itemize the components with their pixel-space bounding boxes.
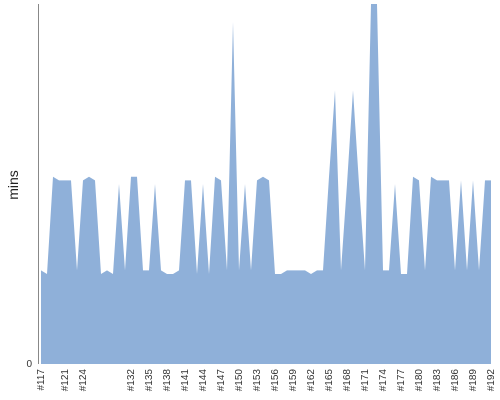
x-tick-label: #135 [144, 369, 155, 392]
x-tick-label: #153 [252, 369, 263, 392]
x-tick-label: #117 [36, 369, 47, 391]
y-tick-label: 0 [26, 359, 32, 370]
x-tick-label: #174 [378, 369, 389, 392]
x-tick-label: #138 [162, 369, 173, 392]
x-tick-label: #180 [414, 369, 425, 392]
x-tick-label: #121 [60, 369, 71, 392]
area-series [41, 4, 491, 364]
x-tick-label: #186 [450, 369, 461, 392]
x-tick-label: #156 [270, 369, 281, 392]
x-tick-label: #165 [324, 369, 335, 392]
x-tick-label: #192 [486, 369, 497, 392]
x-tick-label: #162 [306, 369, 317, 392]
x-tick-label: #168 [342, 369, 353, 392]
plot-area [41, 4, 491, 364]
y-axis-ticks: 0 [26, 359, 32, 370]
x-tick-label: #144 [198, 369, 209, 392]
x-tick-label: #189 [468, 369, 479, 392]
x-tick-label: #159 [288, 369, 299, 392]
x-tick-label: #177 [396, 369, 407, 392]
x-axis-ticks: #117 #121 #124 #132 #135 #138 #141 #144 #147 #150… [36, 369, 497, 392]
x-tick-label: #150 [234, 369, 245, 392]
y-axis-label: mins [5, 170, 21, 200]
x-tick-label: #183 [432, 369, 443, 392]
x-tick-label: #132 [126, 369, 137, 392]
x-tick-label: #124 [78, 369, 89, 392]
x-tick-label: #147 [216, 369, 227, 392]
x-tick-label: #171 [360, 369, 371, 392]
x-tick-label: #141 [180, 369, 191, 392]
